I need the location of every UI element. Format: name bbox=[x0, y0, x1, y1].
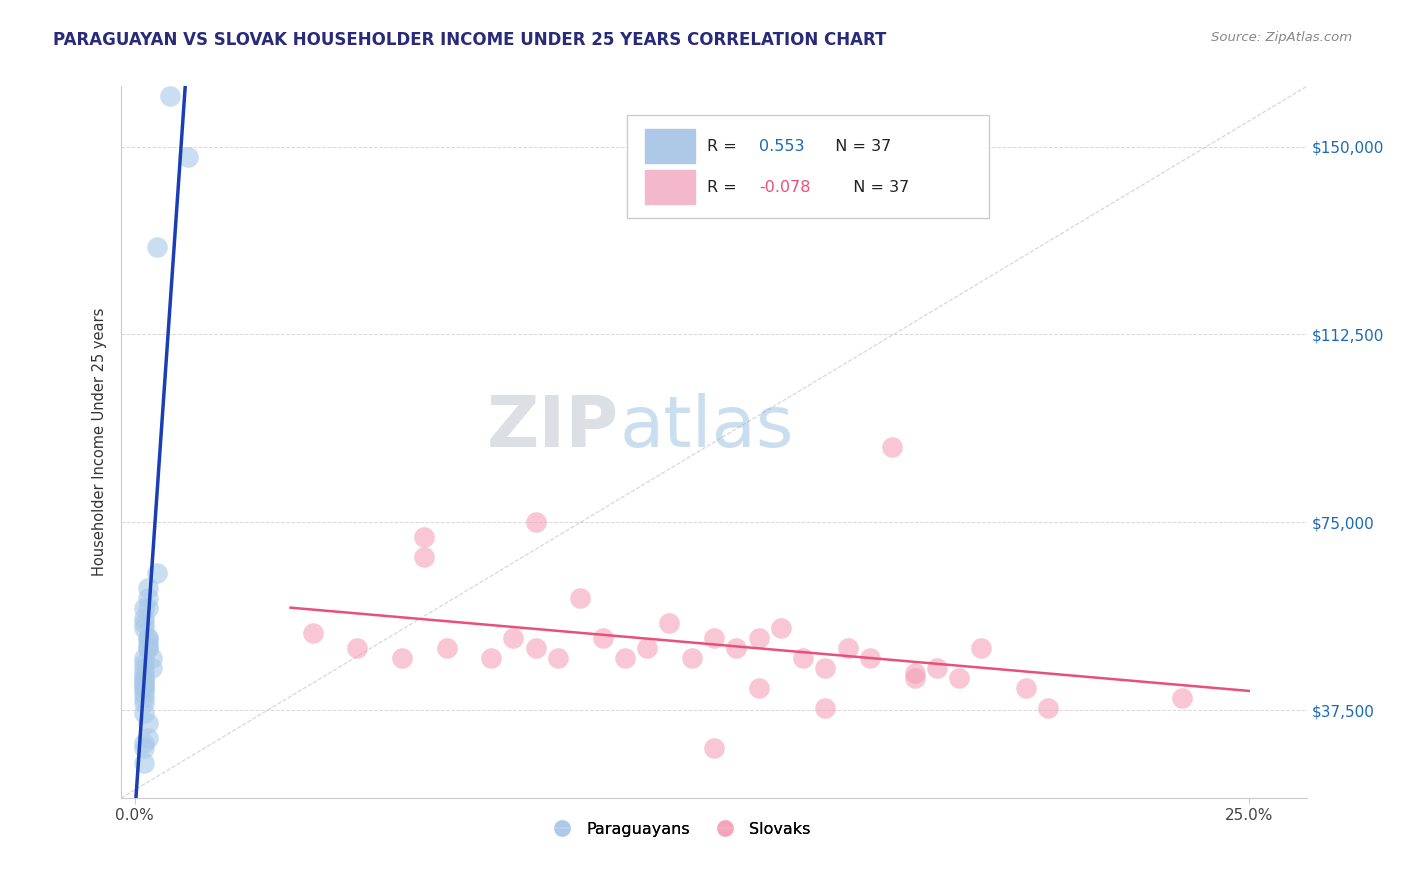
Point bbox=[346, 640, 368, 655]
Point bbox=[136, 715, 159, 730]
Point bbox=[302, 625, 325, 640]
Point bbox=[132, 681, 155, 695]
Point bbox=[132, 756, 155, 770]
Point bbox=[132, 621, 155, 635]
Point bbox=[524, 640, 547, 655]
Point bbox=[769, 621, 792, 635]
Point bbox=[814, 701, 837, 715]
Text: 0.553: 0.553 bbox=[759, 138, 804, 153]
Point bbox=[136, 731, 159, 745]
Point bbox=[613, 650, 636, 665]
Point bbox=[1015, 681, 1038, 695]
Point bbox=[413, 531, 436, 545]
Point bbox=[132, 696, 155, 710]
Point bbox=[141, 661, 163, 675]
Point bbox=[132, 675, 155, 690]
Legend: Paraguayans, Slovaks: Paraguayans, Slovaks bbox=[540, 815, 817, 844]
Text: N = 37: N = 37 bbox=[844, 180, 910, 195]
Point bbox=[479, 650, 502, 665]
Text: atlas: atlas bbox=[619, 393, 793, 462]
Point bbox=[132, 690, 155, 705]
Point bbox=[146, 240, 169, 254]
Point bbox=[792, 650, 814, 665]
Point bbox=[859, 650, 882, 665]
Text: PARAGUAYAN VS SLOVAK HOUSEHOLDER INCOME UNDER 25 YEARS CORRELATION CHART: PARAGUAYAN VS SLOVAK HOUSEHOLDER INCOME … bbox=[53, 31, 887, 49]
Point bbox=[141, 650, 163, 665]
Point bbox=[903, 665, 925, 680]
Point bbox=[636, 640, 658, 655]
Point bbox=[132, 656, 155, 670]
Point bbox=[948, 671, 970, 685]
Point bbox=[725, 640, 748, 655]
Point bbox=[748, 631, 770, 645]
Point bbox=[132, 741, 155, 756]
Point bbox=[136, 636, 159, 650]
Point bbox=[837, 640, 859, 655]
Point bbox=[658, 615, 681, 630]
Point bbox=[132, 736, 155, 750]
Point bbox=[925, 661, 948, 675]
Point bbox=[748, 681, 770, 695]
Point bbox=[814, 661, 837, 675]
Point bbox=[882, 440, 904, 454]
Point bbox=[132, 706, 155, 720]
Point bbox=[132, 665, 155, 680]
Point bbox=[592, 631, 614, 645]
Point bbox=[132, 650, 155, 665]
FancyBboxPatch shape bbox=[645, 129, 695, 163]
Point bbox=[547, 650, 569, 665]
Text: ZIP: ZIP bbox=[486, 393, 619, 462]
Text: -0.078: -0.078 bbox=[759, 180, 810, 195]
Point bbox=[703, 631, 725, 645]
Point bbox=[681, 650, 703, 665]
Text: N = 37: N = 37 bbox=[825, 138, 891, 153]
Point bbox=[136, 640, 159, 655]
Point bbox=[132, 600, 155, 615]
Point bbox=[524, 516, 547, 530]
Point bbox=[132, 661, 155, 675]
Point bbox=[413, 550, 436, 565]
Text: Source: ZipAtlas.com: Source: ZipAtlas.com bbox=[1212, 31, 1353, 45]
Point bbox=[136, 640, 159, 655]
FancyBboxPatch shape bbox=[627, 115, 988, 218]
Point bbox=[703, 741, 725, 756]
Point bbox=[1038, 701, 1060, 715]
Point bbox=[136, 591, 159, 605]
Point bbox=[970, 640, 993, 655]
Point bbox=[136, 631, 159, 645]
Point bbox=[502, 631, 524, 645]
Point bbox=[132, 671, 155, 685]
Point bbox=[132, 686, 155, 700]
Point bbox=[146, 566, 169, 580]
Point bbox=[132, 615, 155, 630]
Point bbox=[132, 610, 155, 624]
Text: R =: R = bbox=[707, 138, 742, 153]
Point bbox=[1171, 690, 1194, 705]
Point bbox=[903, 671, 925, 685]
Point bbox=[436, 640, 458, 655]
Text: R =: R = bbox=[707, 180, 742, 195]
Point bbox=[132, 671, 155, 685]
Point bbox=[177, 149, 200, 163]
Point bbox=[569, 591, 592, 605]
Point bbox=[159, 89, 181, 103]
Point bbox=[136, 600, 159, 615]
Point bbox=[136, 581, 159, 595]
Point bbox=[391, 650, 413, 665]
Point bbox=[132, 681, 155, 695]
Y-axis label: Householder Income Under 25 years: Householder Income Under 25 years bbox=[93, 308, 107, 576]
FancyBboxPatch shape bbox=[645, 169, 695, 203]
Point bbox=[136, 631, 159, 645]
Point bbox=[132, 675, 155, 690]
